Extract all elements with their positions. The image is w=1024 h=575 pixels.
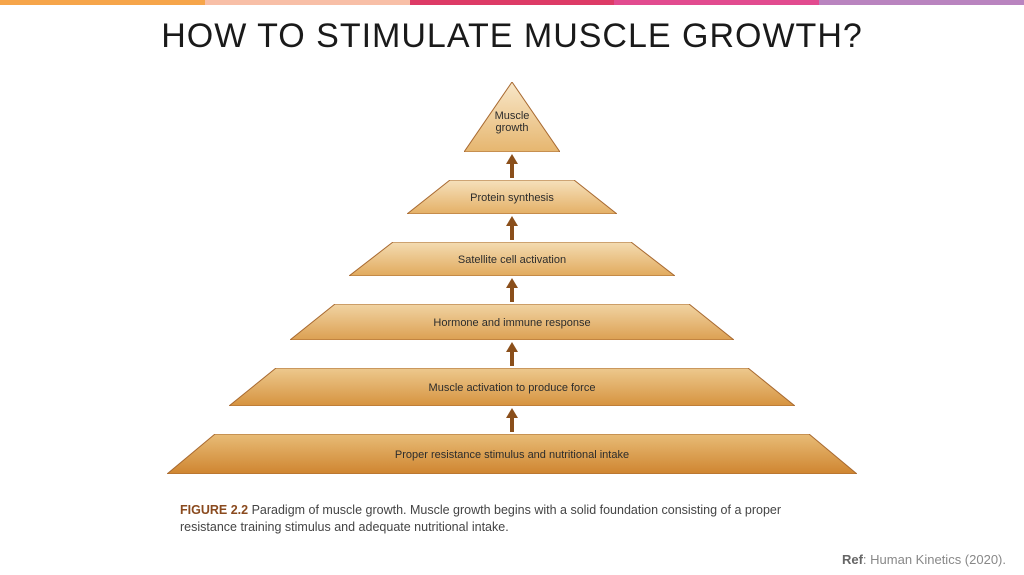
up-arrow-icon <box>504 216 520 245</box>
accent-seg-1 <box>0 0 205 5</box>
pyramid-level: Musclegrowth <box>464 82 560 152</box>
up-arrow-icon <box>504 342 520 371</box>
pyramid-level-label: Protein synthesis <box>470 192 554 204</box>
page-title: HOW TO STIMULATE MUSCLE GROWTH? <box>0 17 1024 56</box>
accent-seg-3 <box>410 0 615 5</box>
pyramid-level: Muscle activation to produce force <box>229 368 795 406</box>
accent-seg-5 <box>819 0 1024 5</box>
figure-label: FIGURE 2.2 <box>180 503 248 517</box>
accent-seg-4 <box>614 0 819 5</box>
reference-label: Ref <box>842 552 863 567</box>
pyramid-level-label: Musclegrowth <box>495 111 530 134</box>
reference-text: Human Kinetics (2020). <box>870 552 1006 567</box>
pyramid-level: Protein synthesis <box>407 180 617 214</box>
accent-seg-2 <box>205 0 410 5</box>
figure-caption: FIGURE 2.2 Paradigm of muscle growth. Mu… <box>180 502 840 536</box>
top-accent-bar <box>0 0 1024 5</box>
pyramid-level-label: Proper resistance stimulus and nutrition… <box>395 449 629 461</box>
figure-caption-text: Paradigm of muscle growth. Muscle growth… <box>180 503 781 534</box>
reference: Ref: Human Kinetics (2020). <box>842 552 1006 567</box>
pyramid-diagram: Musclegrowth Protein synthesis Satellite c… <box>162 82 862 497</box>
pyramid-level-label: Muscle activation to produce force <box>429 382 596 394</box>
up-arrow-icon <box>504 278 520 307</box>
pyramid-level: Hormone and immune response <box>290 304 734 340</box>
up-arrow-icon <box>504 154 520 183</box>
pyramid-level-label: Hormone and immune response <box>433 317 590 329</box>
up-arrow-icon <box>504 408 520 437</box>
pyramid-level: Proper resistance stimulus and nutrition… <box>167 434 857 474</box>
pyramid-level: Satellite cell activation <box>349 242 675 276</box>
pyramid-level-label: Satellite cell activation <box>458 254 566 266</box>
